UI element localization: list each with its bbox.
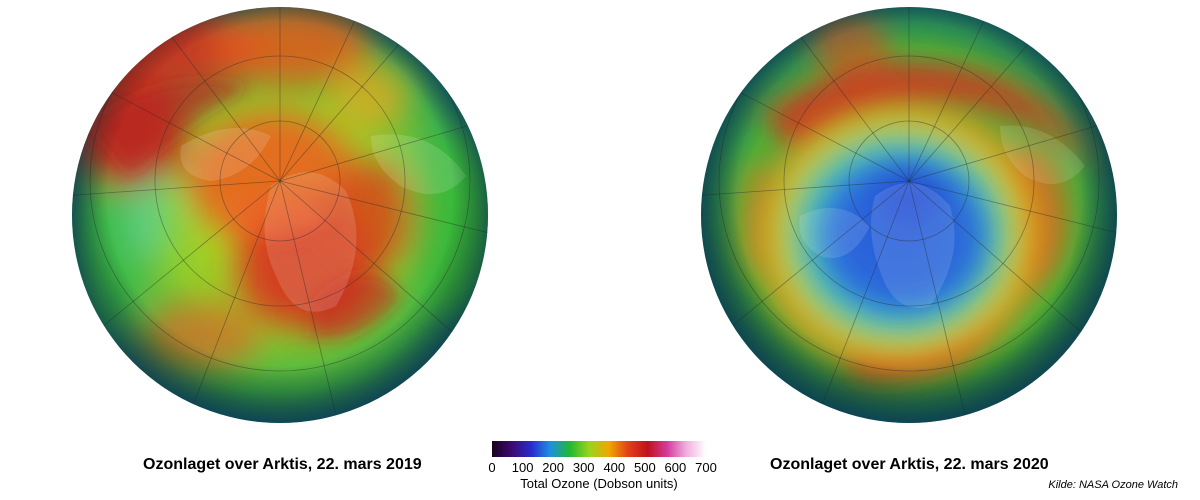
ozone-colorbar: [492, 441, 706, 457]
ozone-map-2019: [71, 6, 489, 424]
colorbar-tick: 700: [695, 460, 717, 475]
colorbar-label: Total Ozone (Dobson units): [520, 476, 678, 491]
colorbar-tick: 200: [542, 460, 564, 475]
colorbar-tick: 500: [634, 460, 656, 475]
map-caption-2020: Ozonlaget over Arktis, 22. mars 2020: [770, 456, 1049, 473]
source-credit: Kilde: NASA Ozone Watch: [1048, 479, 1178, 491]
colorbar-tick: 400: [603, 460, 626, 475]
map-caption-2019: Ozonlaget over Arktis, 22. mars 2019: [143, 456, 422, 473]
colorbar-tick: 600: [664, 460, 687, 475]
colorbar-tick: 0: [488, 460, 496, 475]
colorbar-tick: 300: [572, 460, 595, 475]
colorbar-tick: 100: [511, 460, 534, 475]
ozone-map-2020: [700, 6, 1118, 424]
